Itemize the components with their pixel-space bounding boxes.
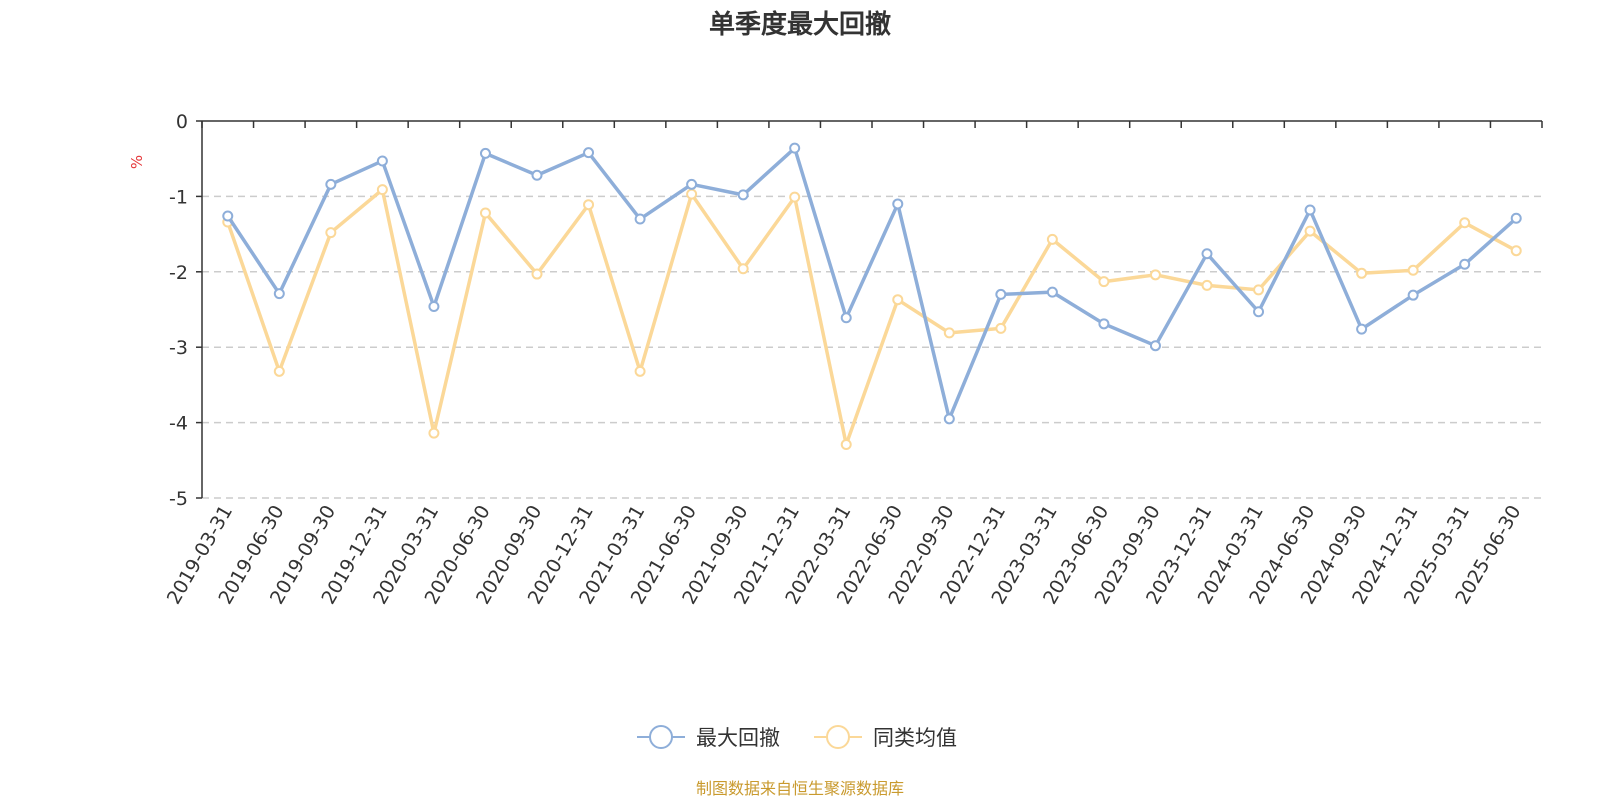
data-point[interactable] [273, 365, 285, 377]
y-tick-label: -2 [169, 262, 188, 284]
data-point[interactable] [1510, 245, 1522, 257]
axes: 0-1-2-3-4-52019-03-312019-06-302019-09-3… [163, 111, 1543, 608]
data-point[interactable] [1201, 279, 1213, 291]
series-1 [222, 142, 1522, 425]
y-tick-label: -5 [169, 488, 188, 510]
data-point[interactable] [273, 288, 285, 300]
y-axis-unit-label: % [128, 155, 146, 169]
data-point[interactable] [634, 213, 646, 225]
data-point[interactable] [1356, 323, 1368, 335]
data-point[interactable] [789, 191, 801, 203]
data-point[interactable] [1304, 225, 1316, 237]
data-point[interactable] [479, 147, 491, 159]
data-point[interactable] [531, 268, 543, 280]
grid-lines [202, 195, 1542, 499]
data-point[interactable] [1304, 204, 1316, 216]
series-line [226, 146, 1518, 421]
y-tick-label: -3 [169, 337, 188, 359]
data-point[interactable] [892, 198, 904, 210]
data-point[interactable] [428, 300, 440, 312]
data-point[interactable] [1407, 264, 1419, 276]
legend-label: 同类均值 [873, 726, 957, 750]
data-point[interactable] [222, 210, 234, 222]
data-point[interactable] [583, 199, 595, 211]
legend-marker-icon [826, 725, 850, 749]
legend-item-2[interactable]: 同类均值 [814, 725, 957, 750]
data-point[interactable] [1253, 306, 1265, 318]
data-point[interactable] [943, 413, 955, 425]
series-2 [222, 184, 1522, 450]
data-point[interactable] [737, 263, 749, 275]
data-point[interactable] [428, 427, 440, 439]
series-line [226, 187, 1518, 447]
data-point[interactable] [686, 178, 698, 190]
data-point[interactable] [1046, 286, 1058, 298]
data-point[interactable] [479, 207, 491, 219]
data-point[interactable] [325, 178, 337, 190]
data-point[interactable] [995, 322, 1007, 334]
y-tick-label: -4 [169, 413, 188, 435]
data-point[interactable] [583, 147, 595, 159]
data-point[interactable] [1253, 284, 1265, 296]
data-point[interactable] [376, 184, 388, 196]
legend[interactable]: 最大回撤 同类均值 [637, 725, 957, 750]
data-point[interactable] [1356, 267, 1368, 279]
data-point[interactable] [1046, 233, 1058, 245]
data-point[interactable] [531, 169, 543, 181]
data-point[interactable] [1149, 340, 1161, 352]
legend-item-1[interactable]: 最大回撤 [637, 725, 780, 750]
data-point[interactable] [789, 142, 801, 154]
data-point[interactable] [325, 227, 337, 239]
y-tick-label: -1 [169, 186, 188, 208]
data-point[interactable] [1510, 212, 1522, 224]
data-point[interactable] [995, 288, 1007, 300]
y-tick-label: 0 [176, 111, 188, 133]
data-point[interactable] [737, 189, 749, 201]
data-point[interactable] [840, 438, 852, 450]
data-point[interactable] [1459, 258, 1471, 270]
data-point[interactable] [686, 188, 698, 200]
data-point[interactable] [1098, 276, 1110, 288]
data-point[interactable] [892, 294, 904, 306]
data-point[interactable] [1459, 217, 1471, 229]
data-point[interactable] [1149, 269, 1161, 281]
data-point[interactable] [1201, 248, 1213, 260]
legend-label: 最大回撤 [696, 726, 780, 750]
data-point[interactable] [1098, 318, 1110, 330]
data-point[interactable] [634, 365, 646, 377]
data-point[interactable] [943, 327, 955, 339]
series-lines [222, 142, 1522, 450]
legend-marker-icon [649, 725, 673, 749]
data-point[interactable] [1407, 289, 1419, 301]
data-point[interactable] [840, 312, 852, 324]
chart-title: 单季度最大回撤 [709, 9, 891, 40]
source-note: 制图数据来自恒生聚源数据库 [696, 779, 904, 798]
data-point[interactable] [376, 155, 388, 167]
